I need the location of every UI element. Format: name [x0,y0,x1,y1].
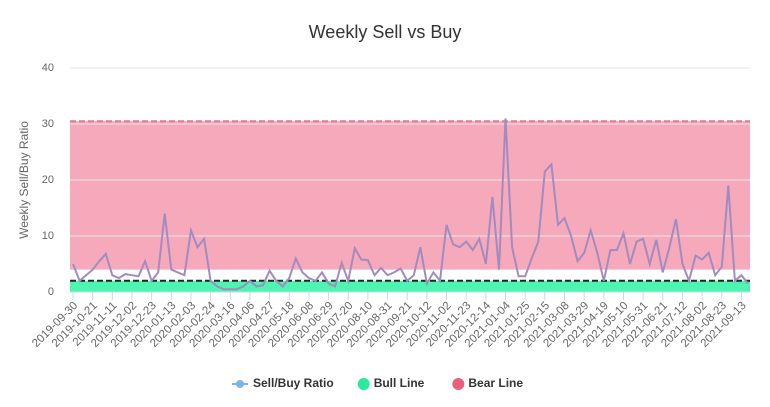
y-tick-label: 40 [42,62,54,74]
y-axis-title: Weekly Sell/Buy Ratio [17,121,31,239]
plot-band [70,280,750,292]
legend-label: Bear Line [468,376,523,390]
y-tick-label: 0 [48,286,54,298]
legend-label: Bull Line [374,376,425,390]
y-tick-label: 20 [42,174,54,186]
legend-marker [357,378,370,390]
y-tick-label: 10 [42,230,54,242]
data-line [72,118,749,291]
y-tick-label: 30 [42,118,54,130]
legend-label: Sell/Buy Ratio [253,376,334,390]
legend-marker [236,380,244,388]
legend-marker [452,378,465,390]
chart-title: Weekly Sell vs Buy [309,22,462,42]
plot-band [70,121,750,270]
